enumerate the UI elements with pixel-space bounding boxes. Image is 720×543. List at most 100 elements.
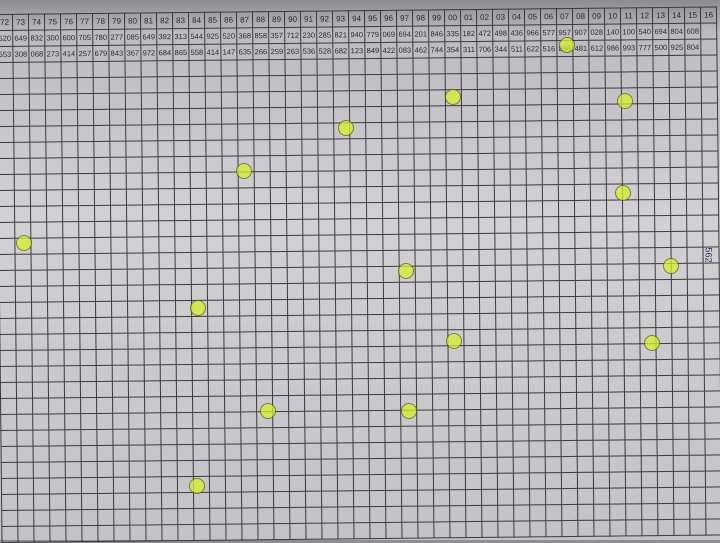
grid-cell: [254, 203, 271, 220]
grid-cell: [527, 264, 544, 281]
grid-cell: [704, 374, 720, 392]
grid-cell: [192, 364, 209, 381]
grid-cell: [129, 476, 146, 494]
grid-cell: [159, 300, 176, 317]
grid-cell: [125, 76, 142, 94]
column-header: 98: [412, 9, 429, 27]
grid-cell: [559, 280, 576, 297]
grid-cell: [177, 492, 194, 509]
grid-cell: [301, 91, 318, 108]
grid-cell: [673, 455, 690, 472]
grid-cell: [64, 413, 81, 430]
grid-cell: [225, 459, 242, 477]
grid-cell: [81, 509, 98, 526]
grid-cell: [336, 362, 353, 379]
grid-cell: [97, 509, 114, 526]
grid-cell: [190, 172, 207, 189]
grid-cell: [286, 235, 304, 252]
grid-cell: [321, 458, 338, 476]
grid-cell: [462, 169, 479, 186]
grid-cell: [81, 445, 98, 462]
grid-cell: 612: [588, 40, 605, 57]
grid-cell: [686, 199, 703, 216]
highlight-circle: [617, 93, 633, 109]
grid-cell: [509, 72, 526, 90]
grid-cell: [48, 349, 65, 366]
grid-cell: [673, 503, 690, 520]
grid-cell: [704, 422, 720, 440]
grid-cell: [16, 350, 33, 367]
grid-cell: [205, 76, 222, 93]
grid-cell: 694: [652, 23, 669, 40]
grid-cell: [593, 504, 610, 521]
grid-cell: [445, 73, 462, 90]
grid-cell: [637, 87, 654, 104]
grid-cell: [477, 137, 494, 154]
grid-cell: [238, 203, 255, 220]
grid-cell: [513, 520, 531, 538]
grid-cell: [160, 412, 177, 429]
grid-cell: [62, 221, 79, 238]
grid-cell: [480, 425, 498, 442]
grid-cell: [77, 125, 94, 142]
grid-cell: [143, 284, 160, 301]
grid-cell: [636, 55, 654, 72]
grid-cell: [605, 119, 622, 137]
grid-cell: [335, 314, 352, 331]
grid-cell: [192, 348, 209, 365]
grid-cell: [175, 268, 192, 285]
grid-cell: [479, 281, 496, 298]
grid-cell: [206, 220, 223, 237]
highlight-circle: [338, 120, 354, 136]
column-header: 99: [428, 9, 445, 26]
grid-cell: [288, 427, 306, 444]
grid-cell: [93, 109, 110, 126]
grid-cell: [33, 509, 50, 527]
grid-cell: [335, 298, 352, 315]
grid-cell: [159, 332, 177, 349]
grid-cell: [654, 215, 671, 232]
grid-cell: [77, 77, 94, 94]
grid-cell: [364, 58, 382, 75]
column-header: 84: [188, 12, 205, 29]
grid-cell: [15, 334, 33, 351]
grid-cell: [257, 443, 274, 460]
grid-cell: [15, 270, 32, 287]
grid-cell: [398, 170, 415, 187]
grid-cell: [127, 284, 144, 302]
column-header: 93: [332, 10, 349, 27]
grid-cell: [223, 251, 240, 269]
grid-cell: [433, 441, 450, 458]
grid-cell: [111, 253, 128, 270]
grid-cell: [225, 475, 242, 493]
grid-cell: [416, 345, 433, 363]
grid-cell: [657, 471, 674, 488]
grid-cell: [142, 172, 159, 189]
grid-cell: [31, 269, 48, 287]
grid-cell: [558, 232, 575, 249]
grid-cell: [608, 375, 625, 393]
grid-cell: [557, 152, 575, 169]
column-header: 83: [172, 12, 189, 29]
grid-cell: 649: [12, 30, 29, 47]
grid-cell: [209, 524, 227, 541]
grid-cell: [543, 296, 560, 313]
grid-cell: 147: [220, 43, 237, 61]
grid-cell: 068: [28, 45, 46, 63]
grid-cell: [449, 473, 466, 490]
grid-cell: [561, 488, 578, 505]
grid-cell: [639, 295, 656, 312]
grid-cell: [461, 121, 478, 138]
column-header: 92: [316, 10, 333, 28]
grid-cell: [94, 205, 111, 222]
grid-cell: [687, 295, 704, 312]
grid-cell: [449, 521, 467, 538]
grid-cell: [14, 190, 31, 207]
grid-cell: [672, 375, 689, 392]
grid-cell: [592, 408, 609, 425]
grid-cell: [30, 189, 47, 207]
grid-cell: [287, 267, 304, 284]
grid-cell: [624, 423, 641, 440]
grid-cell: [446, 217, 463, 234]
grid-cell: [385, 458, 402, 475]
